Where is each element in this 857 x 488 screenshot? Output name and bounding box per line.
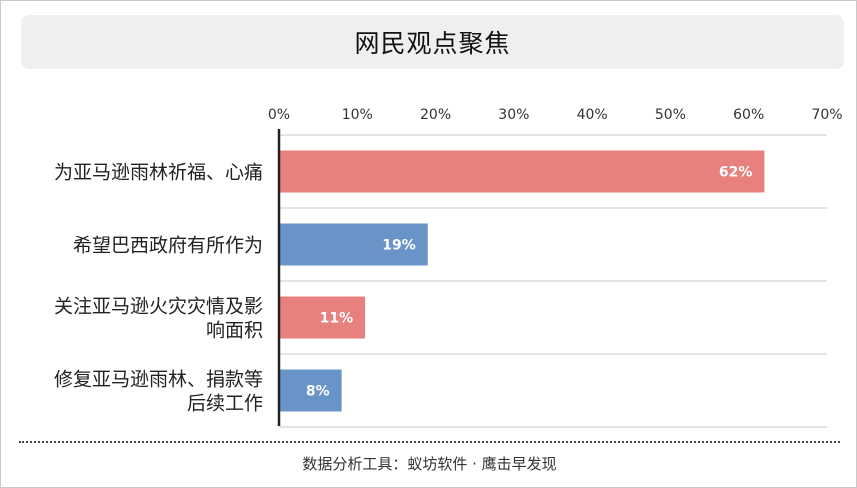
category-label: 希望巴西政府有所作为 — [73, 235, 263, 257]
bar-value-label: 19% — [382, 238, 416, 254]
x-tick-label: 50% — [655, 107, 686, 123]
x-tick-label: 10% — [342, 107, 373, 123]
category-label: 修复亚马逊雨林、捐款等 — [54, 369, 263, 391]
bar-value-label: 11% — [320, 311, 354, 327]
bar — [279, 223, 428, 266]
x-tick-label: 20% — [420, 107, 451, 123]
chart-title: 网民观点聚焦 — [354, 29, 511, 58]
bar-chart: 0% 10% 20% 30% 40% 50% 60% 70% 62% 为亚马逊雨林祈福、心痛 19%… — [54, 107, 843, 428]
bar — [279, 296, 366, 339]
x-tick-label: 60% — [733, 107, 764, 123]
category-label: 关注亚马逊火灾灾情及影 — [54, 296, 263, 318]
title-banner: 网民观点聚焦 — [21, 15, 844, 69]
category-label: 为亚马逊雨林祈福、心痛 — [54, 162, 263, 184]
footer-divider — [19, 441, 840, 443]
footer-credit: 数据分析工具：蚁坊软件 · 鹰击早发现 — [302, 455, 557, 473]
x-tick-label: 30% — [498, 107, 529, 123]
bar-value-label: 8% — [306, 384, 330, 400]
x-tick-label: 70% — [811, 107, 842, 123]
category-label: 后续工作 — [187, 393, 263, 415]
bar — [279, 369, 342, 412]
x-tick-label: 0% — [268, 107, 290, 123]
category-label: 响面积 — [206, 320, 263, 342]
bar-value-label: 62% — [719, 165, 753, 181]
bar — [279, 150, 765, 193]
x-tick-label: 40% — [577, 107, 608, 123]
